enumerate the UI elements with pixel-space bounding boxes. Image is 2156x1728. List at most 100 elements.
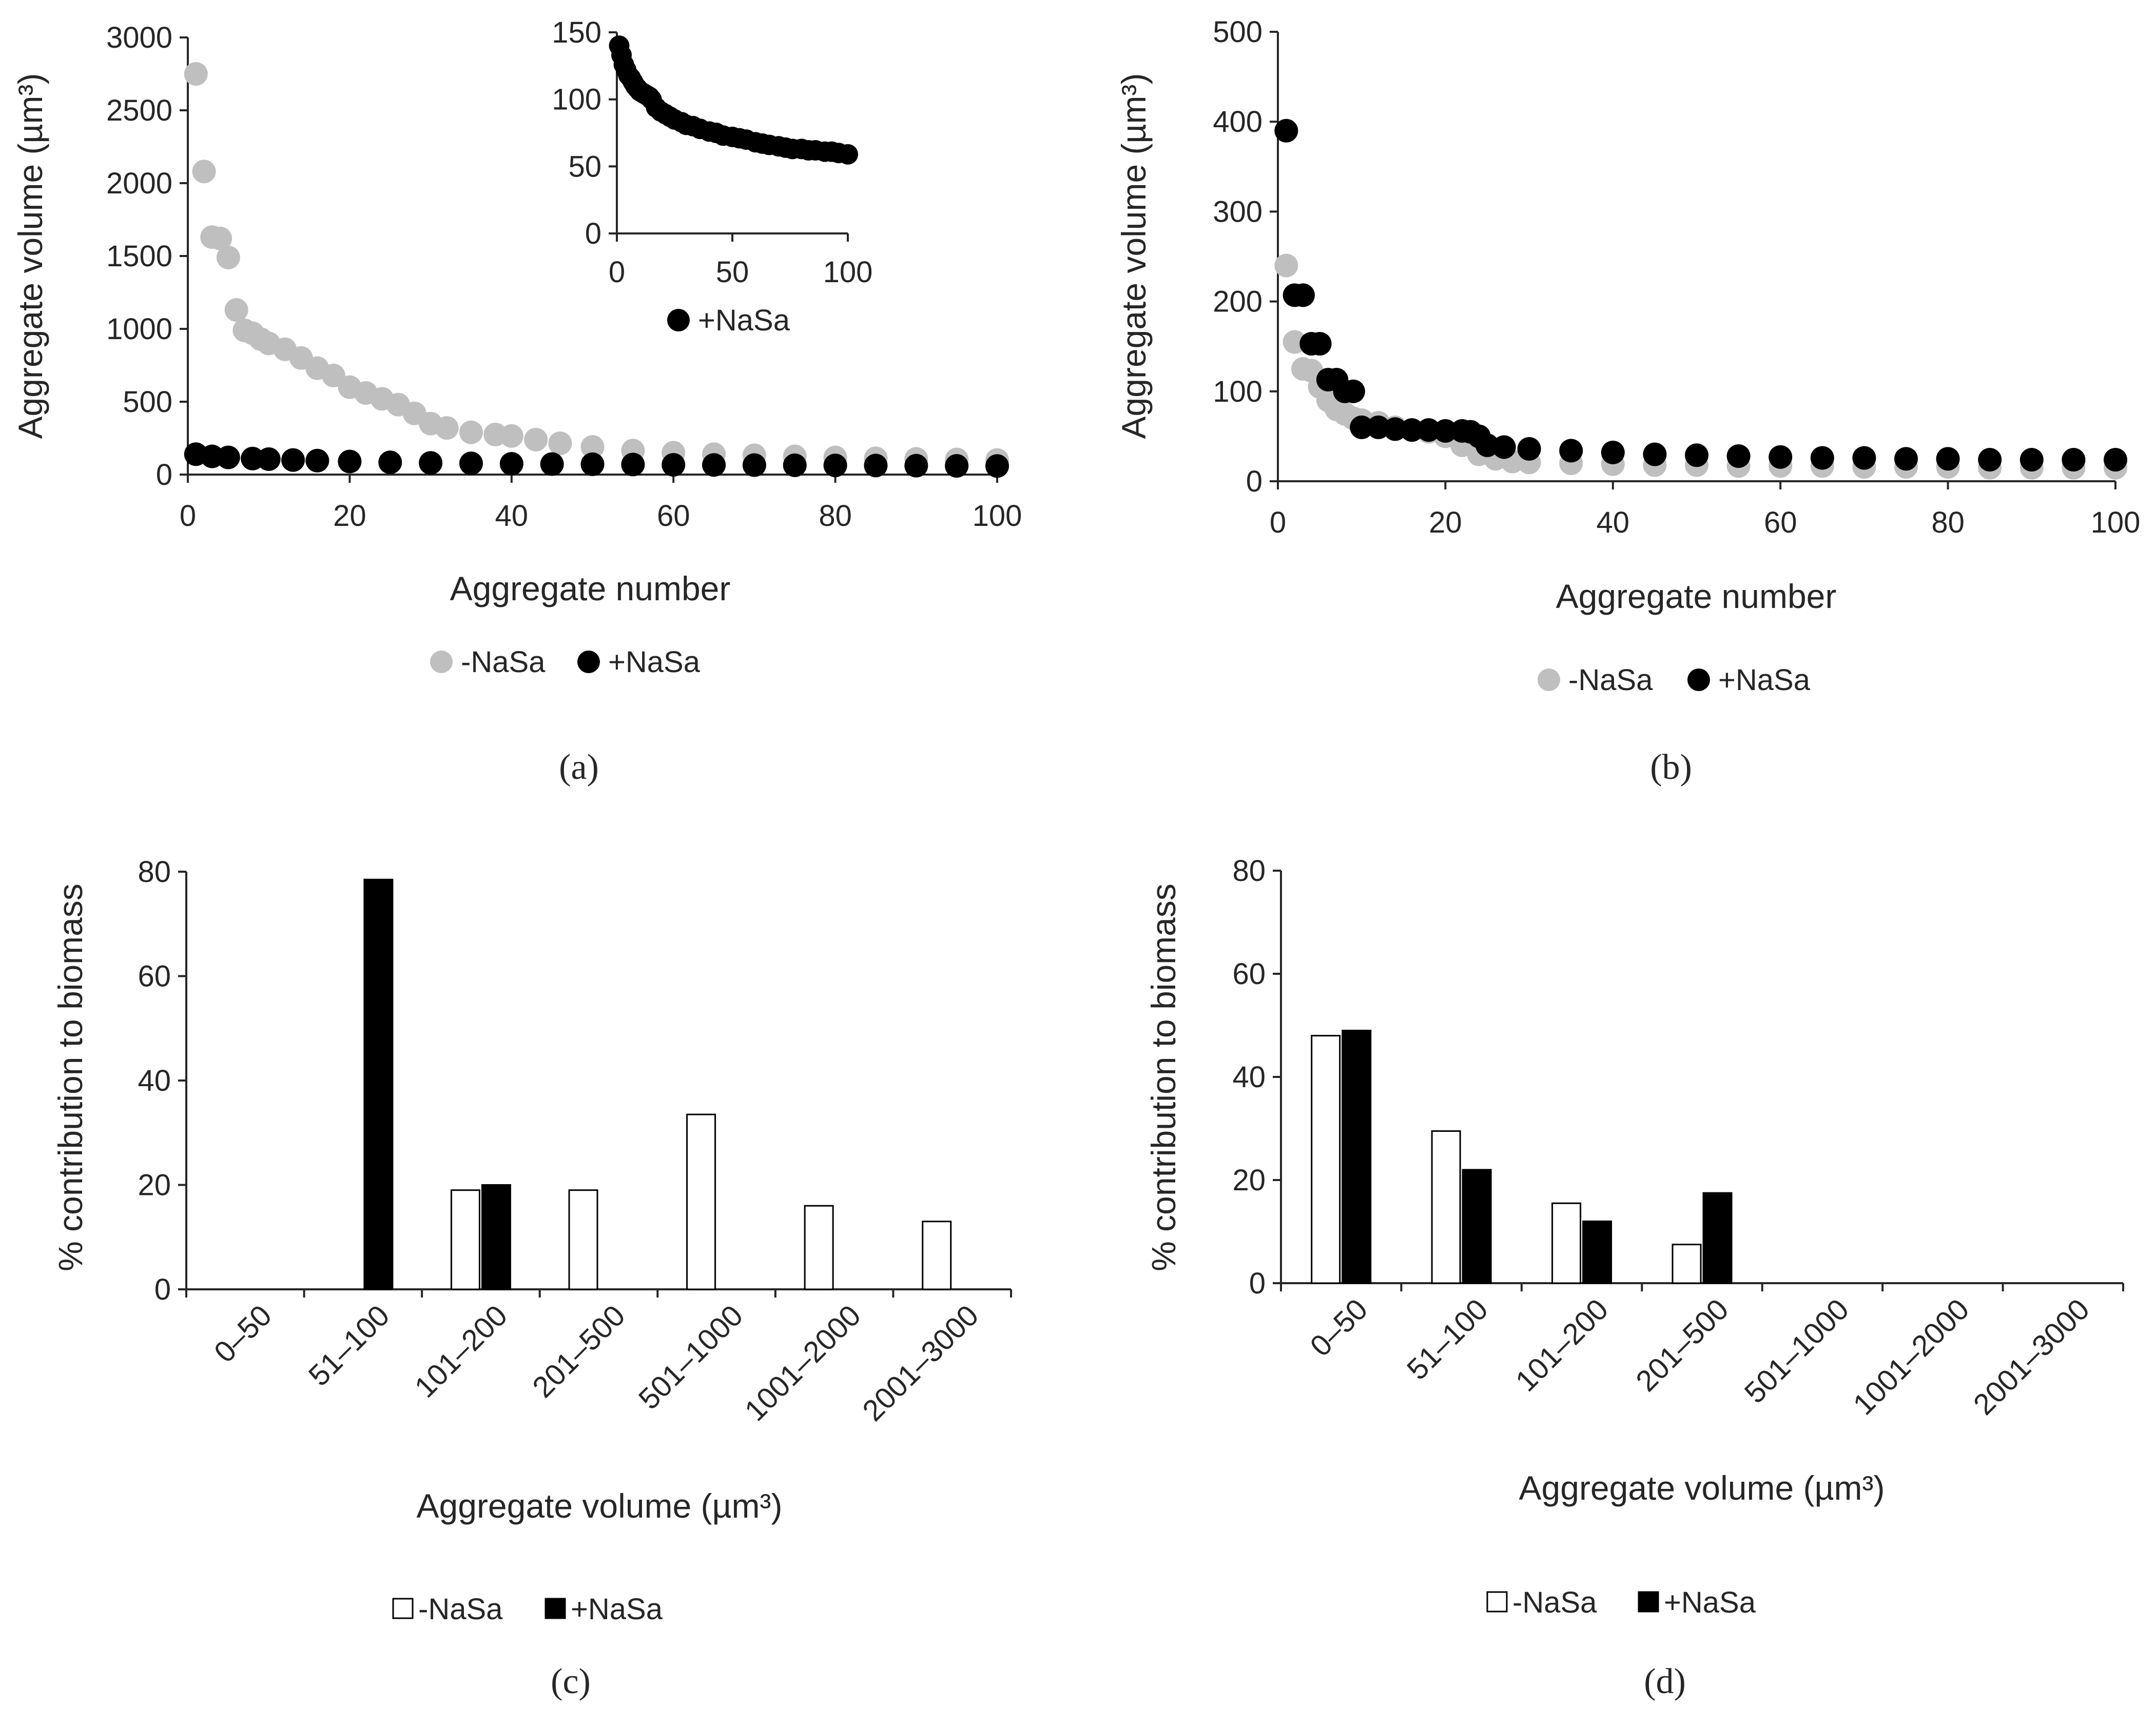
data-point: [702, 453, 726, 477]
legend: -NaSa +NaSa: [1486, 1586, 1756, 1619]
y-tick-label: 60: [1232, 957, 1266, 991]
data-point: [459, 451, 483, 476]
legend: -NaSa +NaSa: [392, 1593, 663, 1626]
data-point: [1291, 283, 1315, 307]
x-tick-label: 40: [495, 499, 529, 533]
data-point: [2062, 447, 2086, 472]
y-tick-label: 40: [1232, 1061, 1266, 1094]
data-point: [742, 453, 766, 477]
x-axis-label: Aggregate number: [1556, 577, 1837, 615]
legend: -NaSa +NaSa: [430, 645, 701, 679]
data-point: [904, 454, 928, 478]
y-tick-label: 40: [138, 1064, 171, 1097]
bar-minus-nasa: [1431, 1130, 1461, 1284]
panel-label: (d): [1644, 1662, 1686, 1701]
data-point: [305, 448, 329, 473]
legend-marker-plus-nasa: [545, 1598, 566, 1619]
legend: -NaSa +NaSa: [1538, 663, 1811, 697]
y-tick-label: 2000: [106, 167, 172, 200]
data-point: [435, 416, 459, 440]
x-tick-label: 101–200: [1509, 1292, 1615, 1398]
data-point: [621, 453, 645, 477]
x-tick-label: 60: [657, 499, 690, 533]
y-axis-label: % contribution to biomass: [1144, 883, 1182, 1271]
x-axis-label: Aggregate number: [450, 570, 731, 607]
data-point: [208, 226, 232, 250]
data-point: [224, 298, 248, 322]
data-point: [580, 435, 605, 459]
legend-marker-plus-nasa: [577, 651, 600, 673]
x-tick-label: 100: [973, 499, 1022, 533]
y-tick-label: 20: [138, 1169, 171, 1202]
x-tick-label: 501–1000: [632, 1299, 749, 1416]
bar-minus-nasa: [686, 1113, 716, 1290]
legend-label-minus-nasa: -NaSa: [418, 1593, 503, 1626]
data-point: [1308, 331, 1332, 356]
data-point: [378, 450, 402, 475]
panel-b: 0 100 200 300 400 500 0 20 40 60 80 100 Aggregate vo…: [1115, 15, 2140, 787]
data-point: [419, 451, 443, 475]
data-point: [257, 447, 281, 471]
bar-minus-nasa: [1551, 1202, 1582, 1284]
data-point: [1492, 435, 1516, 459]
y-axis-label: Aggregate volume (µm³): [1115, 73, 1153, 439]
x-tick-label: 60: [1764, 506, 1797, 539]
data-point: [1517, 437, 1541, 461]
data-point: [1400, 418, 1424, 442]
bar-minus-nasa: [568, 1189, 598, 1290]
data-point: [338, 449, 362, 474]
series-plus-nasa: [609, 35, 858, 165]
y-axis-label: Aggregate volume (µm³): [11, 73, 49, 439]
x-tick-label: 20: [333, 499, 366, 533]
data-point: [1383, 417, 1407, 441]
data-point: [1416, 418, 1441, 442]
data-point: [2104, 447, 2127, 472]
data-point: [1685, 443, 1708, 467]
x-tick-label: 101–200: [408, 1299, 514, 1404]
x-tick-label: 2001–3000: [856, 1299, 985, 1427]
data-point: [945, 454, 969, 478]
panel-d: 0 20 40 60 80 0–50 51–100 101–200 201–500 501–100…: [1144, 854, 2124, 1701]
legend-label-plus-nasa: +NaSa: [1718, 663, 1811, 697]
y-tick-label: 100: [552, 83, 601, 116]
legend-marker-minus-nasa: [1486, 1591, 1508, 1613]
bar-plus-nasa: [1582, 1220, 1613, 1284]
y-tick-label: 0: [154, 1273, 171, 1306]
data-point: [1726, 444, 1751, 468]
legend-label-minus-nasa: -NaSa: [1568, 663, 1653, 697]
y-tick-label: 3000: [106, 21, 172, 54]
data-point: [548, 431, 572, 455]
x-tick-label: 40: [1597, 506, 1630, 539]
data-point: [1810, 446, 1834, 470]
data-point: [1894, 447, 1918, 471]
y-tick-label: 500: [1213, 15, 1262, 49]
legend-label-plus-nasa: +NaSa: [1664, 1586, 1756, 1619]
data-point: [1852, 446, 1876, 470]
x-tick-label: 2001–3000: [1967, 1292, 2096, 1421]
data-point: [1350, 415, 1374, 439]
legend-label-plus-nasa: +NaSa: [698, 304, 790, 337]
data-point: [1274, 119, 1298, 143]
x-axis-label: Aggregate volume (µm³): [417, 1487, 783, 1525]
data-point: [524, 427, 548, 451]
x-tick-label: 501–1000: [1738, 1292, 1855, 1409]
data-point: [1936, 447, 1960, 471]
data-point: [1433, 419, 1458, 443]
x-tick-label: 80: [1931, 506, 1965, 539]
y-tick-label: 0: [1246, 465, 1262, 498]
x-tick-label: 100: [2091, 506, 2141, 539]
x-tick-label: 51–100: [302, 1299, 396, 1392]
bar-minus-nasa: [1311, 1035, 1341, 1284]
data-point: [1978, 447, 2002, 472]
x-tick-label: 80: [819, 499, 852, 533]
data-point: [281, 448, 305, 472]
legend-marker-plus-nasa: [1638, 1591, 1659, 1613]
bar-minus-nasa: [922, 1221, 952, 1290]
y-tick-label: 60: [138, 960, 171, 993]
x-tick-label: 201–500: [1629, 1292, 1735, 1398]
x-tick-label: 0–50: [208, 1299, 278, 1369]
y-tick-label: 300: [1213, 195, 1262, 228]
data-point: [459, 420, 483, 444]
panel-label: (a): [559, 748, 599, 787]
data-point: [1643, 442, 1667, 466]
